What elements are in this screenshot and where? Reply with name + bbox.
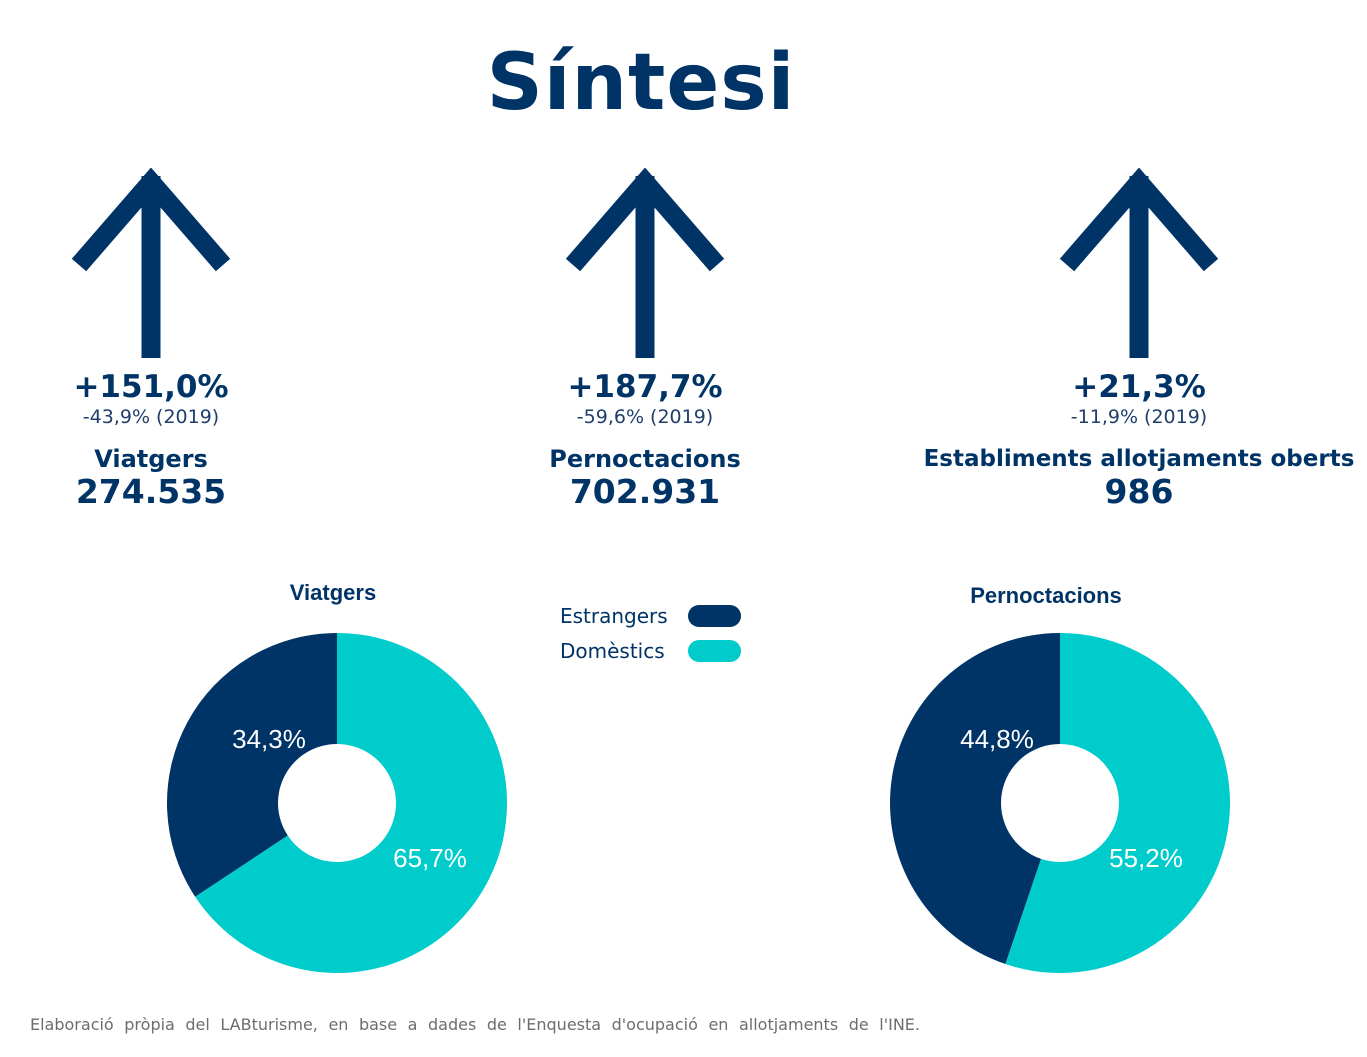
pie-slice-domestics [1005, 633, 1230, 973]
legend-label: Estrangers [560, 603, 668, 628]
kpi-value: 274.535 [75, 472, 227, 511]
kpi-pct: +187,7% [567, 369, 723, 405]
data-label: 34,3% [232, 724, 306, 754]
arrow-up-icon [565, 168, 725, 358]
donut-chart-pernoctacions: 44,8% 55,2% [889, 633, 1230, 973]
kpi-label: Viatgers [94, 445, 208, 473]
legend-swatch [688, 639, 741, 662]
kpi-viatgers: +151,0% -43,9% (2019) Viatgers 274.535 [0, 168, 371, 510]
kpi-pct: +151,0% [73, 369, 229, 405]
donut-chart-viatgers: 34,3% 65,7% [167, 633, 508, 973]
arrow-up-icon [71, 168, 231, 358]
kpi-prev: -59,6% (2019) [576, 406, 714, 428]
pie-slice-estrangers [889, 633, 1060, 965]
legend: Estrangers Domèstics [560, 598, 741, 668]
legend-swatch [688, 604, 741, 627]
arrow-up-icon [1059, 168, 1219, 358]
kpi-pct: +21,3% [1072, 369, 1206, 405]
data-label: 55,2% [1109, 843, 1183, 873]
legend-item-domestics: Domèstics [560, 633, 741, 668]
kpi-prev: -11,9% (2019) [1070, 406, 1208, 428]
kpi-label: Establiments allotjaments oberts [923, 446, 1355, 472]
page-title: Síntesi [486, 38, 796, 128]
kpi-prev: -43,9% (2019) [82, 406, 220, 428]
pie-slice-estrangers [167, 633, 337, 897]
kpi-value: 986 [1104, 472, 1174, 511]
source-footnote: Elaboració pròpia del LABturisme, en bas… [30, 1015, 920, 1034]
legend-label: Domèstics [560, 638, 665, 663]
kpi-pernoctacions: +187,7% -59,6% (2019) Pernoctacions 702.… [425, 168, 865, 510]
chart-title-pernoctacions: Pernoctacions [970, 583, 1122, 608]
data-label: 44,8% [960, 724, 1034, 754]
legend-item-estrangers: Estrangers [560, 598, 741, 633]
kpi-establiments: +21,3% -11,9% (2019) Establiments allotj… [919, 168, 1359, 510]
chart-title-viatgers: Viatgers [289, 580, 377, 605]
data-label: 65,7% [393, 843, 467, 873]
kpi-label: Pernoctacions [549, 445, 741, 473]
pie-slice-domestics [195, 633, 508, 973]
kpi-value: 702.931 [569, 472, 721, 511]
